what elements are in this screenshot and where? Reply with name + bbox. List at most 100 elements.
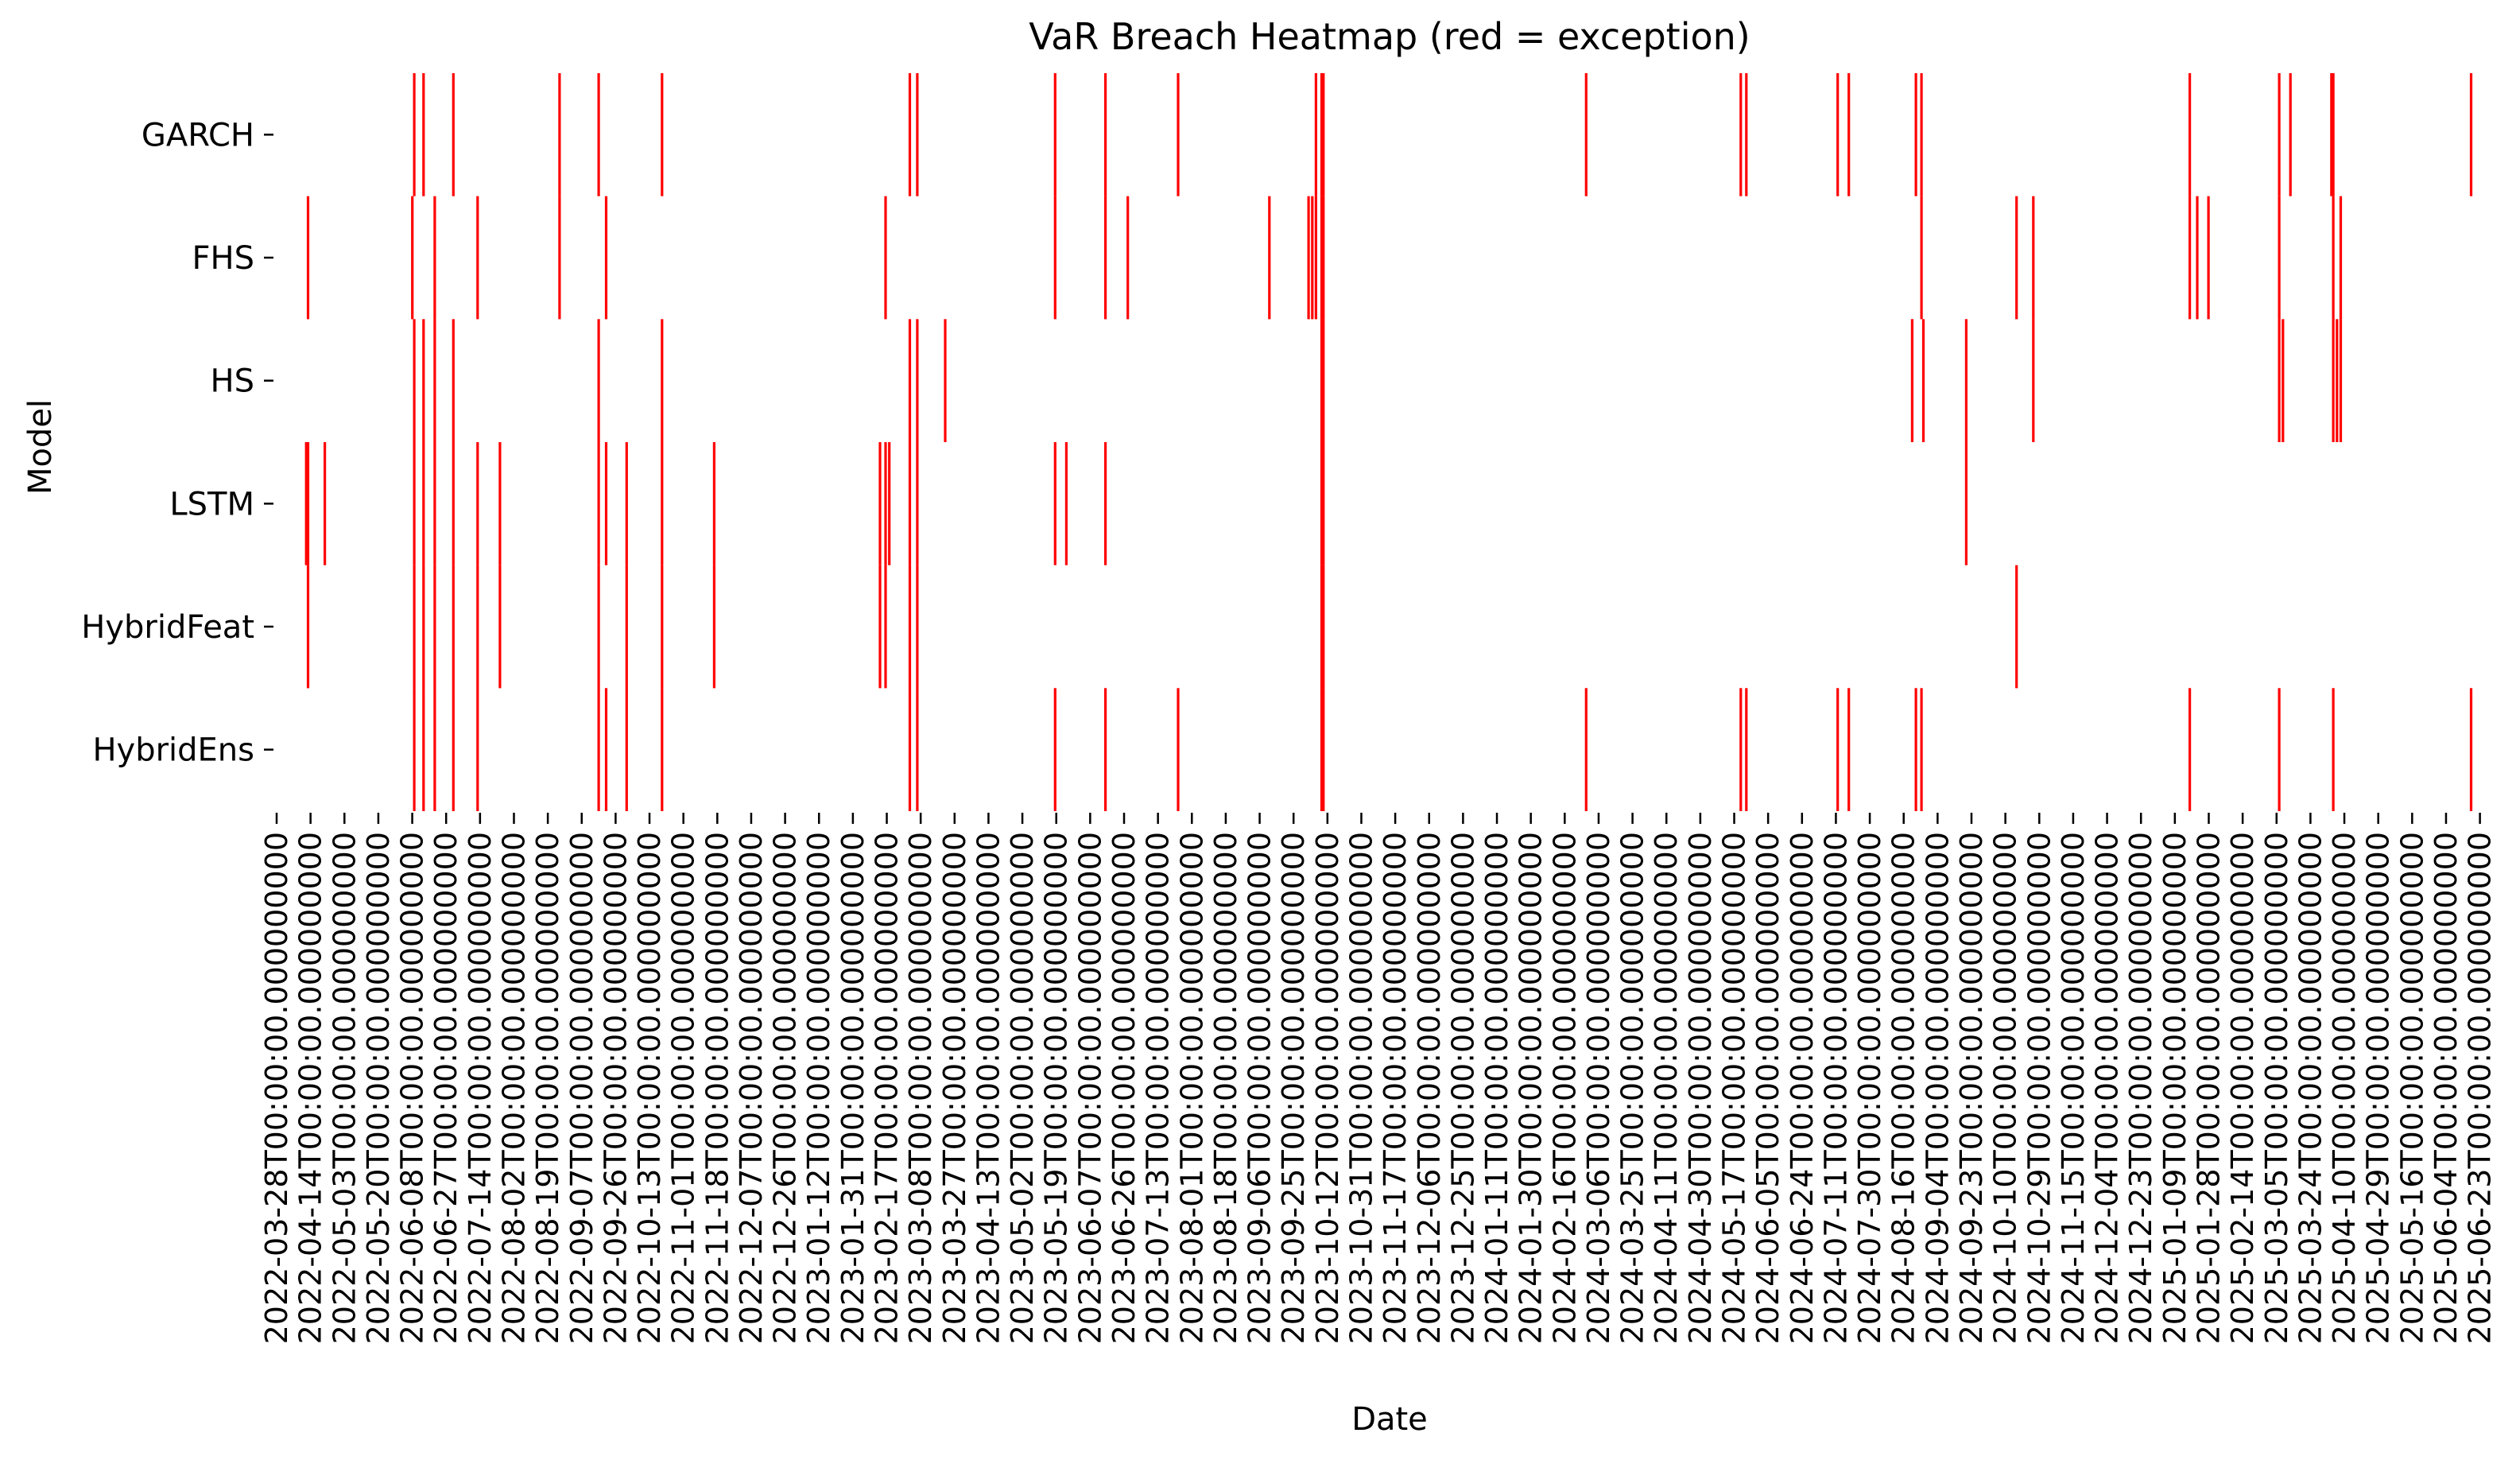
breach-mark [1104, 442, 1107, 565]
breach-mark [916, 688, 919, 811]
x-tick-label: 2023-10-12T00:00:00.000000000 [1310, 832, 1345, 1344]
x-tick-label: 2024-08-16T00:00:00.000000000 [1886, 832, 1921, 1344]
breach-mark [558, 73, 561, 196]
breach-mark [1964, 442, 1968, 565]
x-tick-label: 2025-04-29T00:00:00.000000000 [2361, 832, 2396, 1344]
breach-mark [878, 442, 882, 565]
breach-mark [908, 319, 912, 442]
y-tick-label: FHS [192, 240, 254, 277]
breach-mark [1320, 319, 1324, 442]
x-tick-label: 2022-09-26T00:00:00.000000000 [598, 832, 633, 1344]
breach-mark [1053, 73, 1056, 196]
x-tick-label: 2024-03-25T00:00:00.000000000 [1615, 832, 1650, 1344]
plot-area [278, 73, 2495, 811]
breach-mark [2032, 196, 2035, 320]
breach-mark [422, 565, 425, 689]
breach-mark [1322, 442, 1325, 565]
breach-mark [452, 565, 455, 689]
x-tick-label: 2024-07-11T00:00:00.000000000 [1818, 832, 1853, 1344]
breach-mark [661, 442, 664, 565]
x-tick-label: 2022-04-14T00:00:00.000000000 [293, 832, 328, 1344]
x-tick-label: 2025-03-05T00:00:00.000000000 [2259, 832, 2294, 1344]
breach-mark [411, 196, 414, 320]
breach-mark [1920, 73, 1923, 196]
breach-mark [625, 442, 628, 565]
breach-mark [1177, 73, 1180, 196]
x-tick-label: 2025-03-24T00:00:00.000000000 [2293, 832, 2328, 1344]
breach-mark [1322, 688, 1325, 811]
breach-mark [916, 442, 919, 565]
breach-mark [1847, 688, 1851, 811]
breach-mark [1584, 73, 1588, 196]
breach-mark [1177, 688, 1180, 811]
breach-mark [2469, 688, 2473, 811]
x-tick-label: 2024-12-04T00:00:00.000000000 [2090, 832, 2125, 1344]
breach-mark [2332, 73, 2335, 196]
breach-mark [2332, 688, 2335, 811]
breach-mark [916, 565, 919, 689]
breach-mark [1836, 73, 1840, 196]
breach-mark [452, 73, 455, 196]
x-tick-label: 2024-04-30T00:00:00.000000000 [1683, 832, 1718, 1344]
breach-mark [604, 442, 608, 565]
x-tick-label: 2022-11-01T00:00:00.000000000 [666, 832, 701, 1344]
breach-mark [1053, 442, 1056, 565]
x-tick-label: 2023-06-07T00:00:00.000000000 [1072, 832, 1107, 1344]
x-tick-label: 2023-09-06T00:00:00.000000000 [1243, 832, 1277, 1344]
breach-mark [306, 196, 310, 320]
x-tick-label: 2023-06-26T00:00:00.000000000 [1107, 832, 1142, 1344]
breach-mark [661, 319, 664, 442]
breach-mark [916, 73, 919, 196]
x-tick-label: 2022-11-18T00:00:00.000000000 [700, 832, 735, 1344]
breach-mark [1920, 688, 1923, 811]
x-tick-label: 2023-05-02T00:00:00.000000000 [1005, 832, 1040, 1344]
breach-mark [2196, 196, 2199, 320]
x-tick-label: 2024-12-23T00:00:00.000000000 [2123, 832, 2158, 1344]
x-tick-label: 2023-03-08T00:00:00.000000000 [903, 832, 938, 1344]
breach-mark [2278, 319, 2281, 442]
breach-mark [2289, 73, 2292, 196]
breach-mark [1311, 196, 1314, 320]
x-tick-label: 2022-08-02T00:00:00.000000000 [497, 832, 532, 1344]
breach-mark [1104, 688, 1107, 811]
x-tick-label: 2022-12-07T00:00:00.000000000 [734, 832, 769, 1344]
breach-mark [597, 319, 600, 442]
x-tick-label: 2022-07-14T00:00:00.000000000 [463, 832, 498, 1344]
x-tick-label: 2022-03-28T00:00:00.000000000 [259, 832, 294, 1344]
x-tick-label: 2025-06-23T00:00:00.000000000 [2463, 832, 2498, 1344]
x-tick-label: 2022-05-20T00:00:00.000000000 [361, 832, 396, 1344]
breach-mark [2278, 688, 2281, 811]
breach-mark [1053, 688, 1056, 811]
breach-mark [908, 73, 912, 196]
breach-mark [1920, 196, 1923, 320]
x-tick-label: 2024-06-24T00:00:00.000000000 [1785, 832, 1820, 1344]
x-tick-label: 2025-04-10T00:00:00.000000000 [2327, 832, 2362, 1344]
breach-mark [1322, 319, 1325, 442]
x-axis-label: Date [1351, 1401, 1428, 1438]
breach-mark [498, 565, 502, 689]
x-tick-label: 2024-09-04T00:00:00.000000000 [1920, 832, 1955, 1344]
breach-mark [597, 442, 600, 565]
breach-mark [884, 196, 887, 320]
breach-mark [304, 442, 308, 565]
breach-mark [1314, 196, 1317, 320]
breach-mark [625, 688, 628, 811]
breach-mark [413, 565, 416, 689]
breach-mark [2189, 688, 2192, 811]
breach-mark [1268, 196, 1271, 320]
breach-mark [2282, 319, 2285, 442]
breach-mark [597, 565, 600, 689]
breach-mark [908, 688, 912, 811]
x-tick-label: 2025-06-04T00:00:00.000000000 [2429, 832, 2464, 1344]
breach-mark [422, 688, 425, 811]
breach-mark [2189, 196, 2192, 320]
breach-mark [1322, 196, 1325, 320]
y-tick-label: GARCH [142, 117, 254, 153]
x-tick-label: 2022-10-13T00:00:00.000000000 [632, 832, 667, 1344]
breach-mark [433, 442, 436, 565]
breach-mark [1584, 688, 1588, 811]
breach-mark [1739, 73, 1743, 196]
breach-mark [1847, 73, 1851, 196]
breach-mark [1910, 319, 1913, 442]
x-tick-label: 2023-08-01T00:00:00.000000000 [1174, 832, 1209, 1344]
